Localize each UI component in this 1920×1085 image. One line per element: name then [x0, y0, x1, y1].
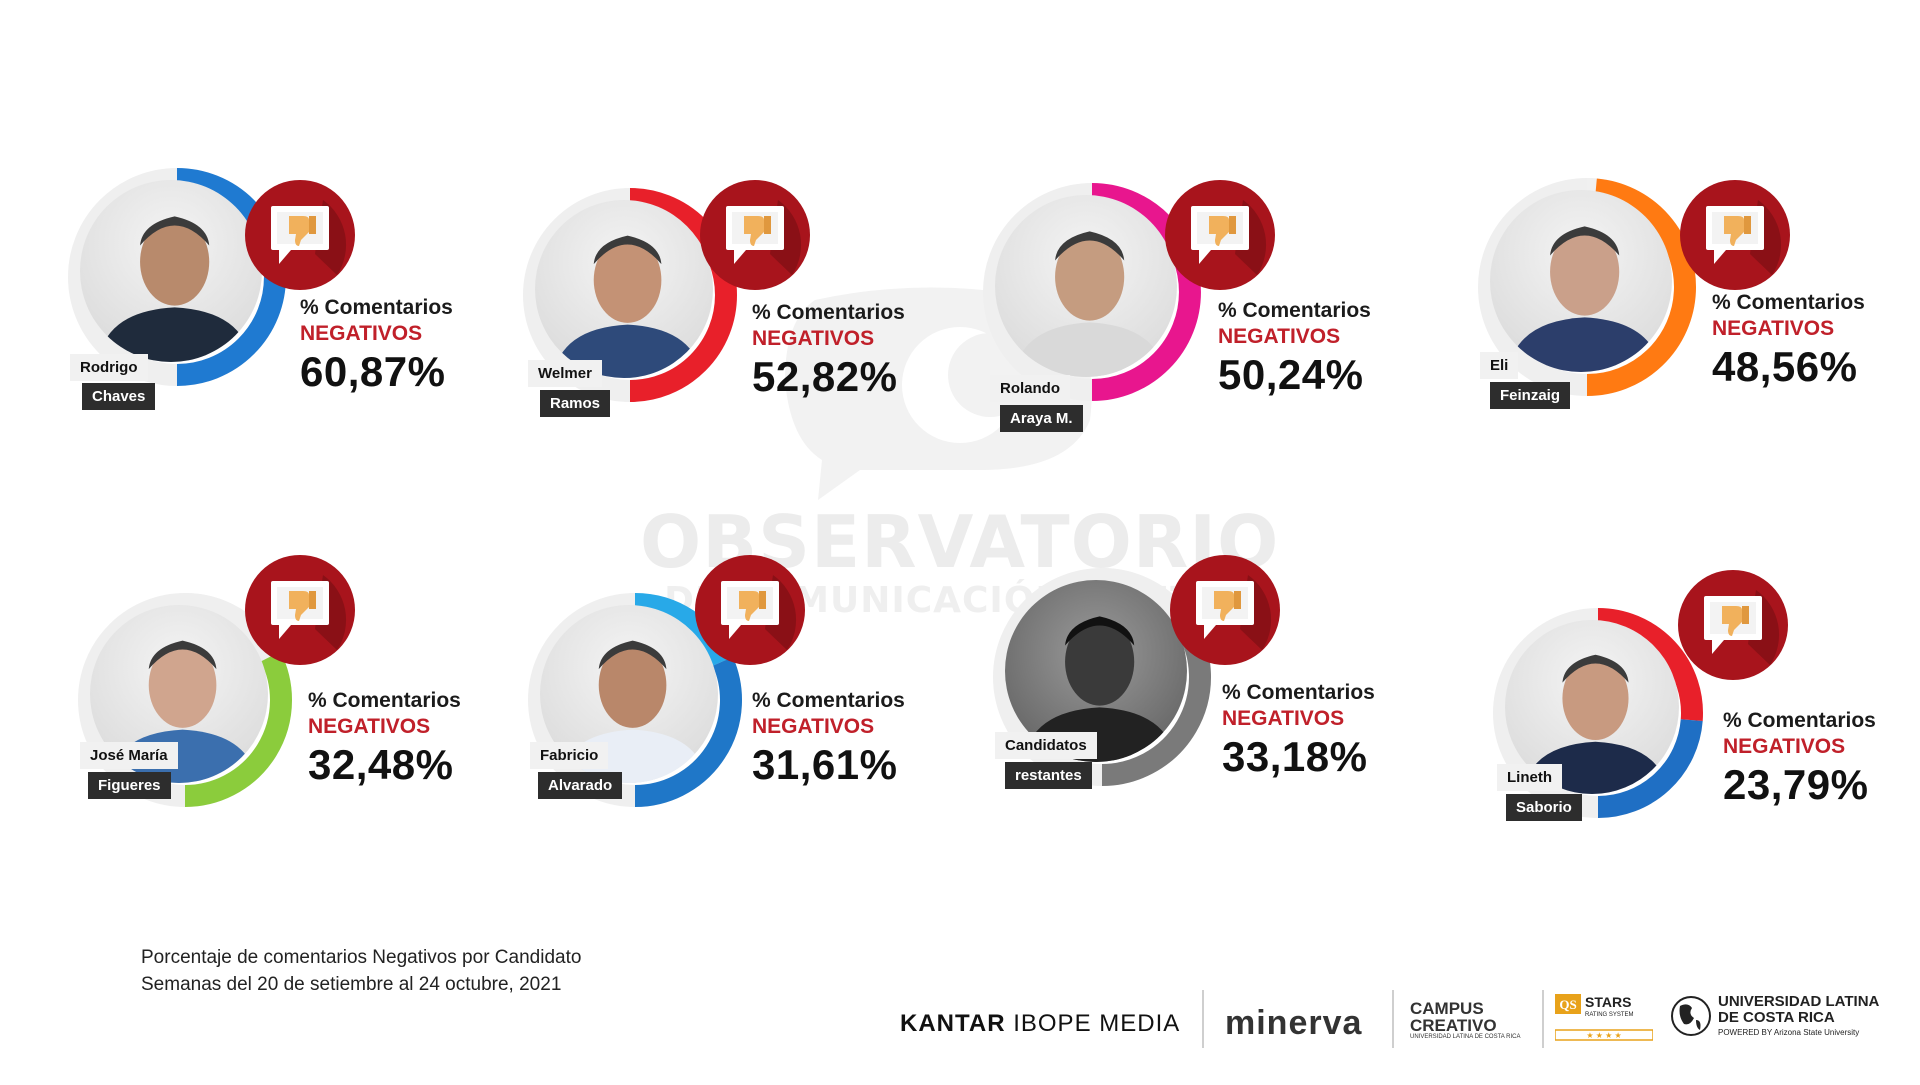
person-silhouette-icon: [535, 200, 713, 378]
stat-value: 33,18%: [1222, 732, 1375, 782]
candidate-first-name: Candidatos: [995, 732, 1097, 759]
footnote-line-1: Porcentaje de comentarios Negativos por …: [141, 944, 581, 971]
stat-value: 52,82%: [752, 352, 905, 402]
svg-text:RATING SYSTEM: RATING SYSTEM: [1585, 1012, 1634, 1018]
candidate-first-name: Rodrigo: [70, 354, 148, 381]
candidate-photo: [80, 180, 262, 362]
kantar-logo: KANTAR IBOPE MEDIA: [900, 1010, 1180, 1038]
thumbs-down-icon: [245, 180, 355, 290]
candidate-first-name: Eli: [1480, 352, 1518, 379]
logo-divider: [1392, 990, 1394, 1048]
qs-stars-logo: QS STARS RATING SYSTEM ★ ★ ★ ★: [1555, 994, 1653, 1042]
thumbs-down-icon: [1170, 555, 1280, 665]
thumbs-down-icon: [1165, 180, 1275, 290]
svg-text:QS: QS: [1559, 997, 1576, 1012]
stat-label-line-2: NEGATIVOS: [1712, 316, 1865, 342]
candidate-last-name: Figueres: [88, 772, 171, 799]
candidate-photo: [535, 200, 713, 378]
candidate-last-name: Alvarado: [538, 772, 622, 799]
candidate-first-name: Rolando: [990, 375, 1070, 402]
stat-label-line-1: % Comentarios: [1218, 298, 1371, 324]
candidate-last-name: Ramos: [540, 390, 610, 417]
candidate-last-name: Araya M.: [1000, 405, 1083, 432]
person-silhouette-icon: [1490, 190, 1672, 372]
logo-divider: [1202, 990, 1204, 1048]
candidate-stat: % Comentarios NEGATIVOS 50,24%: [1218, 298, 1371, 400]
candidate-first-name: Fabricio: [530, 742, 608, 769]
svg-text:STARS: STARS: [1585, 994, 1631, 1010]
thumbs-down-icon: [1680, 180, 1790, 290]
candidate-first-name: Lineth: [1497, 764, 1562, 791]
stat-label-line-2: NEGATIVOS: [308, 714, 461, 740]
candidate-stat: % Comentarios NEGATIVOS 60,87%: [300, 295, 453, 397]
svg-text:★ ★ ★ ★: ★ ★ ★ ★: [1586, 1031, 1621, 1040]
logo-divider: [1542, 990, 1544, 1048]
stat-value: 50,24%: [1218, 350, 1371, 400]
candidate-stat: % Comentarios NEGATIVOS 52,82%: [752, 300, 905, 402]
minerva-logo: minerva: [1225, 1004, 1362, 1043]
stat-label-line-1: % Comentarios: [752, 300, 905, 326]
campus-creativo-logo: CAMPUS CREATIVO UNIVERSIDAD LATINA DE CO…: [1410, 1000, 1520, 1041]
globe-icon: [1670, 994, 1712, 1038]
logo-strip: KANTAR IBOPE MEDIA minerva CAMPUS CREATI…: [900, 990, 1900, 1050]
stat-label-line-1: % Comentarios: [1723, 708, 1876, 734]
candidate-photo: [1490, 190, 1672, 372]
stat-label-line-2: NEGATIVOS: [752, 326, 905, 352]
stat-label-line-1: % Comentarios: [300, 295, 453, 321]
candidate-stat: % Comentarios NEGATIVOS 33,18%: [1222, 680, 1375, 782]
stat-label-line-2: NEGATIVOS: [300, 321, 453, 347]
candidate-stat: % Comentarios NEGATIVOS 32,48%: [308, 688, 461, 790]
candidate-last-name: Chaves: [82, 383, 155, 410]
person-silhouette-icon: [80, 180, 262, 362]
footnote-line-2: Semanas del 20 de setiembre al 24 octubr…: [141, 971, 581, 998]
stat-label-line-1: % Comentarios: [308, 688, 461, 714]
stat-label-line-2: NEGATIVOS: [1222, 706, 1375, 732]
stat-label-line-1: % Comentarios: [752, 688, 905, 714]
stat-label-line-2: NEGATIVOS: [1218, 324, 1371, 350]
candidate-last-name: restantes: [1005, 762, 1092, 789]
stat-value: 23,79%: [1723, 760, 1876, 810]
stat-value: 32,48%: [308, 740, 461, 790]
stat-value: 31,61%: [752, 740, 905, 790]
candidate-stat: % Comentarios NEGATIVOS 23,79%: [1723, 708, 1876, 810]
candidate-last-name: Feinzaig: [1490, 382, 1570, 409]
candidate-first-name: José María: [80, 742, 178, 769]
footnote: Porcentaje de comentarios Negativos por …: [141, 944, 581, 998]
stat-value: 48,56%: [1712, 342, 1865, 392]
thumbs-down-icon: [695, 555, 805, 665]
candidate-stat: % Comentarios NEGATIVOS 48,56%: [1712, 290, 1865, 392]
candidate-photo: [995, 195, 1177, 377]
candidate-stat: % Comentarios NEGATIVOS 31,61%: [752, 688, 905, 790]
stat-label-line-2: NEGATIVOS: [752, 714, 905, 740]
thumbs-down-icon: [245, 555, 355, 665]
stat-label-line-2: NEGATIVOS: [1723, 734, 1876, 760]
person-silhouette-icon: [995, 195, 1177, 377]
thumbs-down-icon: [700, 180, 810, 290]
stat-label-line-1: % Comentarios: [1222, 680, 1375, 706]
candidate-first-name: Welmer: [528, 360, 602, 387]
stat-value: 60,87%: [300, 347, 453, 397]
thumbs-down-icon: [1678, 570, 1788, 680]
stat-label-line-1: % Comentarios: [1712, 290, 1865, 316]
candidate-last-name: Saborio: [1506, 794, 1582, 821]
